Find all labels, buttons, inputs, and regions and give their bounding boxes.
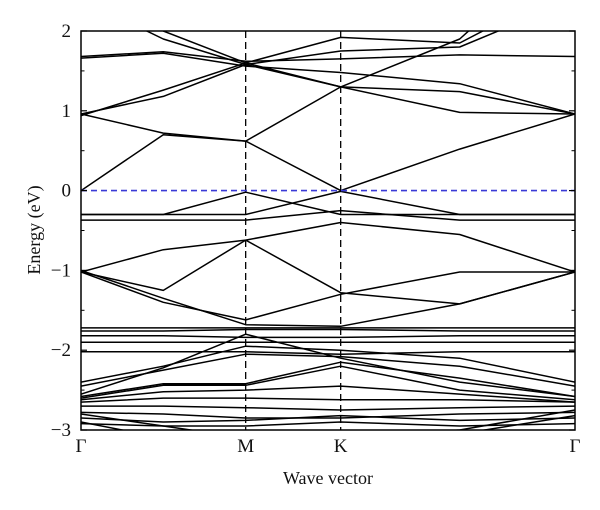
x-tick-label: Γ — [76, 436, 87, 457]
band-7 — [81, 113, 575, 192]
x-tick-label: Γ — [570, 436, 581, 457]
y-tick-label: 0 — [62, 181, 72, 202]
band-8 — [81, 31, 470, 192]
band-6 — [81, 62, 575, 117]
band-20 — [81, 351, 575, 355]
band-1 — [161, 31, 485, 64]
band-17 — [81, 328, 575, 332]
y-tick-label: 2 — [62, 21, 72, 42]
y-tick-label: −2 — [51, 340, 71, 361]
band-12 — [81, 221, 575, 273]
band-14 — [81, 271, 575, 321]
band-11 — [81, 209, 575, 221]
band-3 — [81, 50, 575, 63]
reference-lines — [81, 31, 575, 430]
band-18 — [81, 335, 575, 339]
band-5 — [81, 63, 575, 115]
band-29 — [81, 411, 575, 419]
x-tick-label: K — [334, 436, 348, 457]
axis-ticks — [81, 30, 575, 431]
y-tick-labels: 2 1 0 −1 −2 −3 — [51, 21, 71, 441]
band-15 — [81, 269, 575, 328]
band-25 — [81, 365, 575, 401]
band-lines — [81, 31, 575, 430]
band-27 — [81, 397, 575, 403]
band-26 — [81, 385, 575, 403]
band-23 — [81, 333, 575, 398]
y-tick-label: 1 — [62, 101, 72, 122]
band-24 — [81, 361, 575, 398]
x-axis-label: Wave vector — [283, 468, 373, 488]
band-32 — [81, 409, 575, 430]
band-28 — [81, 405, 575, 411]
band-31 — [81, 421, 575, 427]
band-4 — [81, 52, 575, 115]
y-tick-label: −3 — [51, 420, 71, 441]
y-axis-label: Energy (eV) — [24, 185, 45, 274]
band-2 — [145, 31, 501, 66]
band-21 — [81, 345, 575, 383]
band-10 — [81, 191, 575, 216]
band-30 — [81, 414, 575, 423]
x-tick-label: M — [237, 436, 254, 457]
y-tick-label: −1 — [51, 260, 71, 281]
